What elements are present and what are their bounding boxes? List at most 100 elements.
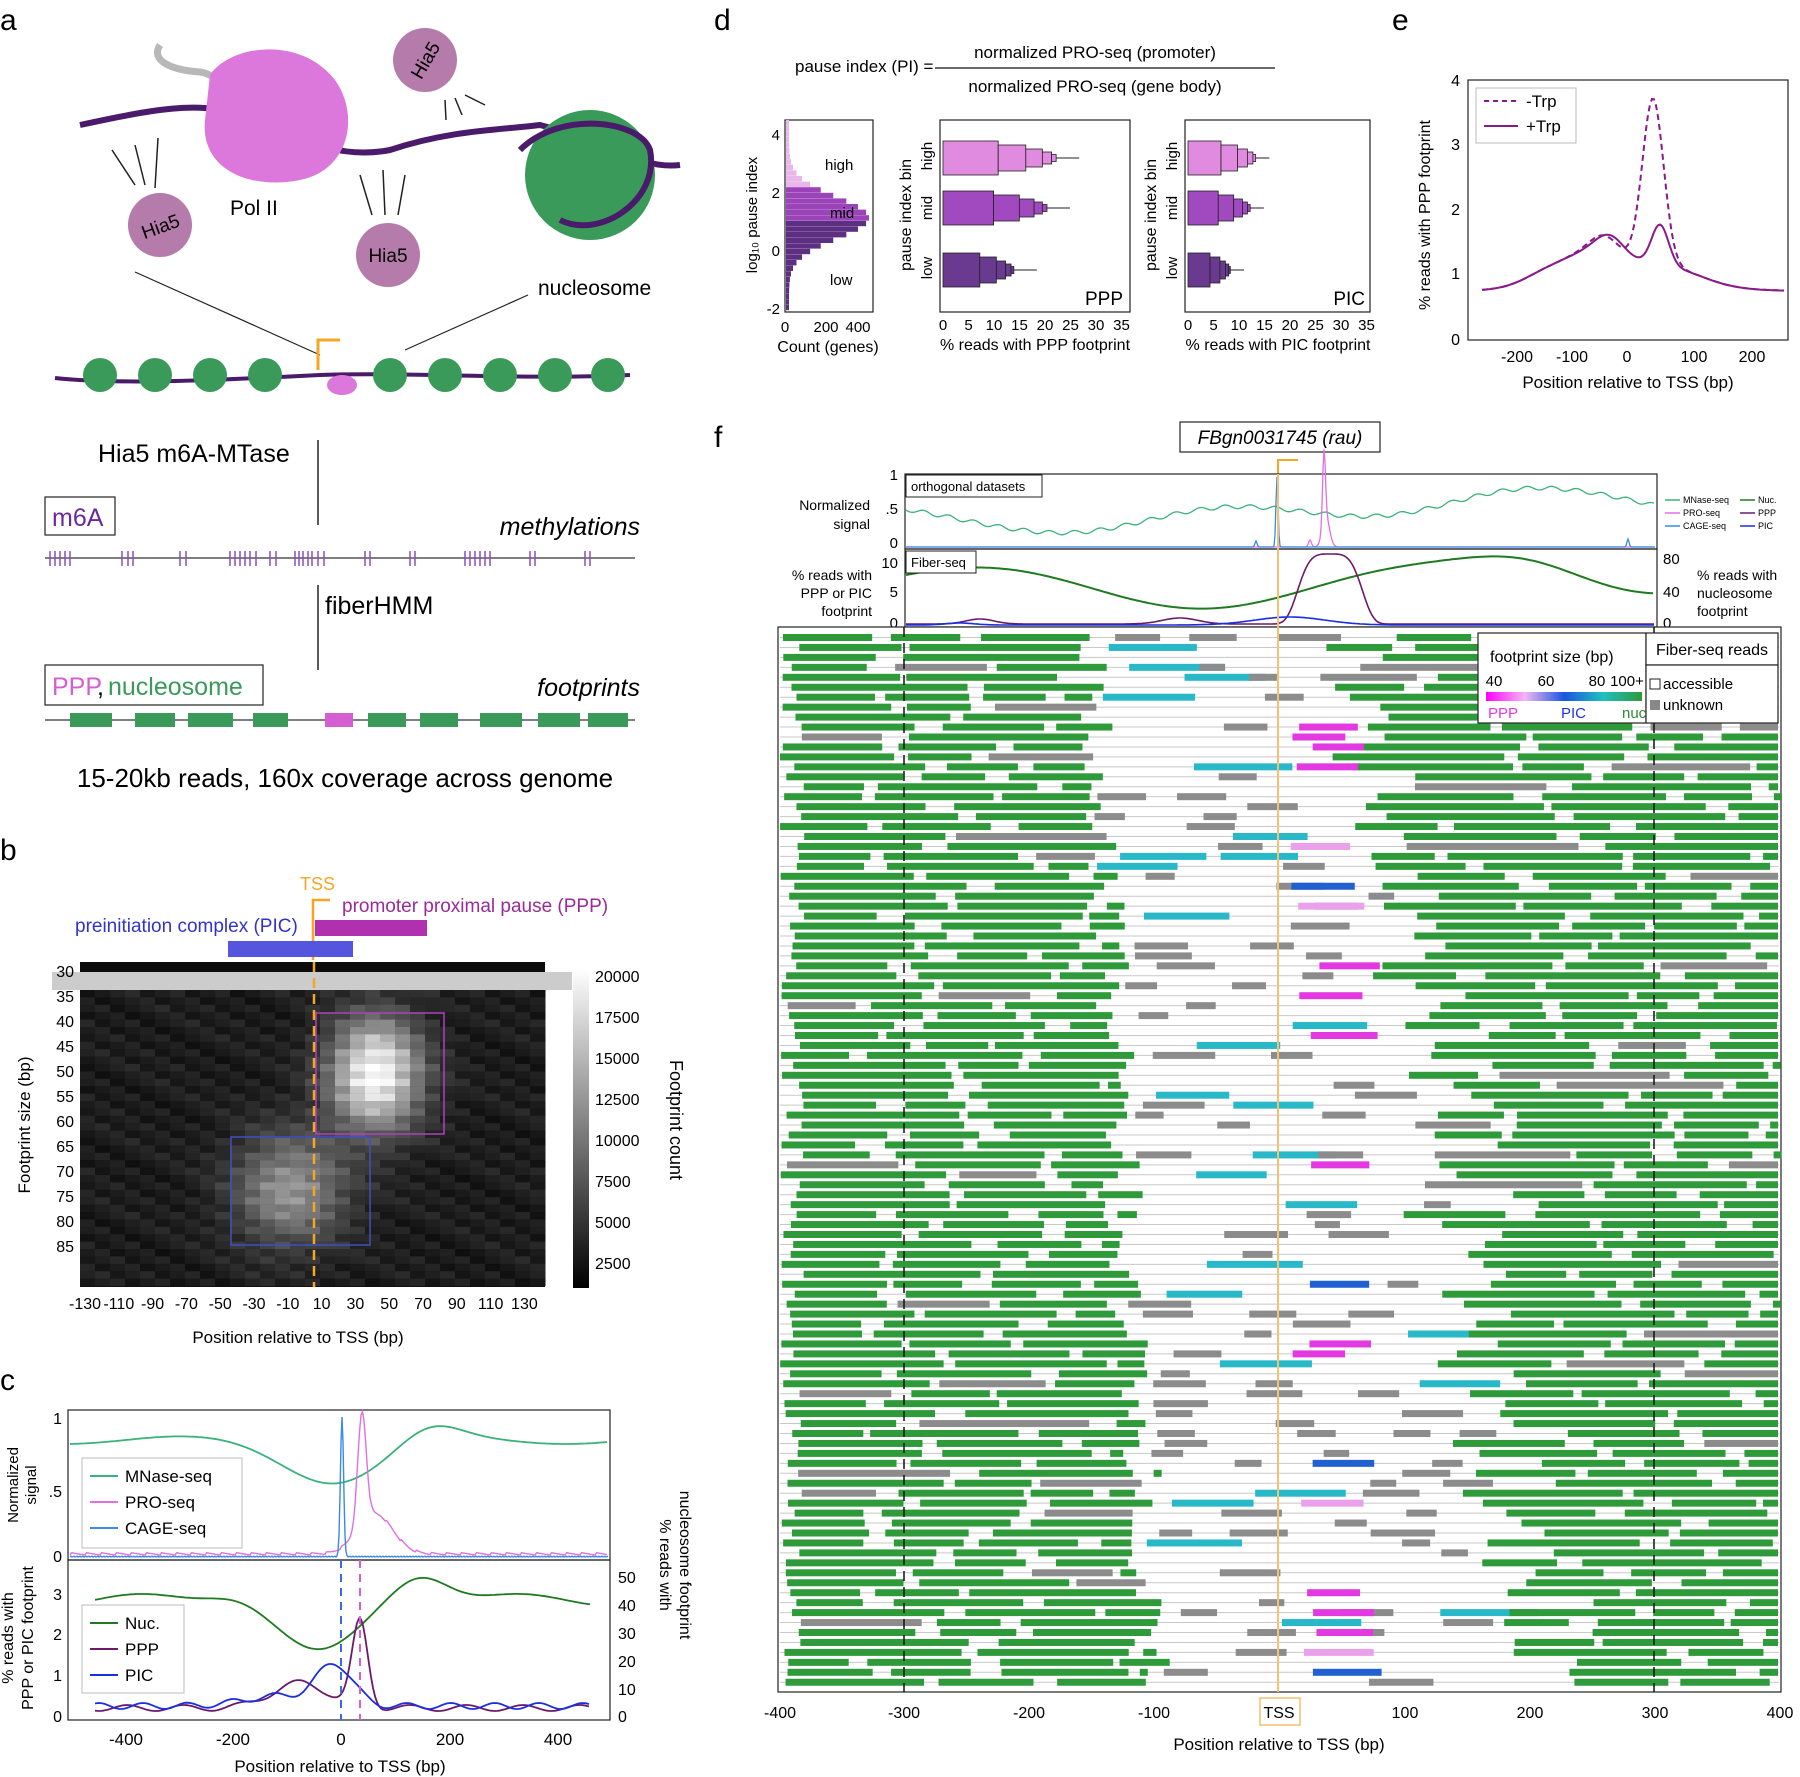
nucleosome-footprint <box>1063 1111 1128 1119</box>
unknown-block <box>1135 952 1192 960</box>
nucleosome-footprint <box>1752 1221 1778 1229</box>
heatmap-cell <box>185 1278 201 1287</box>
heatmap-cell <box>245 1078 261 1087</box>
nucleosome-footprint <box>921 773 986 781</box>
ppp-boxen-axes <box>939 119 1131 313</box>
nucleosome-footprint <box>1025 1260 1110 1268</box>
nucleosome-footprint <box>1768 783 1778 791</box>
svg-text:30: 30 <box>618 1626 636 1643</box>
nucleosome-footprint <box>1384 733 1527 741</box>
nucleosome-footprint <box>994 1041 1119 1049</box>
b-x-tick: 90 <box>448 1296 466 1313</box>
step-hia5: Hia5 m6A-MTase <box>98 440 290 468</box>
nucleosome-footprint <box>801 1121 965 1129</box>
nucleosome-footprint <box>1468 1250 1612 1258</box>
nucleosome-label: nucleosome <box>538 277 651 300</box>
heatmap-cell <box>305 1049 321 1057</box>
heatmap-cell <box>140 1249 156 1257</box>
heatmap-cell <box>185 1212 201 1220</box>
heatmap-cell <box>335 1034 351 1042</box>
histogram-bar <box>786 304 790 311</box>
nucleosome-footprint <box>1633 1022 1777 1030</box>
heatmap-cell <box>320 1138 336 1146</box>
nucleosome-footprint <box>786 1300 887 1308</box>
nucleosome-footprint <box>939 1380 1046 1388</box>
nucleosome-like-block <box>1408 1330 1483 1338</box>
nucleosome-footprint <box>1513 1370 1661 1378</box>
chromatin-fiber <box>54 372 631 384</box>
nucleosome-footprint <box>794 1290 878 1298</box>
heatmap-cell <box>425 1004 441 1013</box>
heatmap-cell <box>530 1064 546 1072</box>
heatmap-cell <box>170 1093 186 1102</box>
f-xlabel: Position relative to TSS (bp) <box>1173 1735 1384 1754</box>
heatmap-cell <box>110 1204 126 1213</box>
histogram-bar <box>786 220 867 227</box>
heatmap-cell <box>95 1152 111 1161</box>
nucleosome-footprint <box>1772 1061 1781 1069</box>
nucleosome-footprint <box>1593 1599 1727 1607</box>
nucleosome-footprint <box>1005 1002 1097 1010</box>
heatmap-cell <box>320 997 336 1005</box>
heatmap-cell <box>320 1101 336 1109</box>
nucleosome-footprint <box>1040 1479 1142 1487</box>
heatmap-cell <box>350 1012 366 1020</box>
heatmap-cell <box>245 1027 261 1035</box>
heatmap-cell <box>125 1241 141 1250</box>
nucleosome-footprint <box>801 1489 876 1497</box>
nucleosome-footprint <box>881 1509 1020 1517</box>
nucleosome-footprint <box>1660 962 1768 970</box>
heatmap-cell <box>515 1249 531 1257</box>
nucleosome-footprint <box>1120 1569 1137 1577</box>
nucleosome-footprint <box>1487 1539 1640 1547</box>
heatmap-cell <box>410 1219 426 1227</box>
nucleosome-footprint <box>1002 1330 1127 1338</box>
heatmap-cell <box>230 1071 246 1079</box>
nucleosome-footprint <box>1509 1609 1636 1617</box>
b-x-tick: -90 <box>141 1296 164 1313</box>
heatmap-cell <box>530 1108 546 1116</box>
heatmap-cell <box>440 997 456 1005</box>
nucleosome-footprint <box>1690 872 1778 880</box>
ppp-legend: PPP <box>52 673 102 701</box>
heatmap-cell <box>395 990 411 998</box>
heatmap-cell <box>125 1152 141 1161</box>
nucleosome-footprint <box>794 882 967 890</box>
heatmap-cell <box>275 997 291 1005</box>
heatmap-cell <box>395 1212 411 1220</box>
nucleosome-footprint <box>780 753 895 761</box>
nucleosome-footprint <box>1704 1360 1778 1368</box>
heatmap-cell <box>500 1108 516 1116</box>
heatmap-cell <box>125 1256 141 1264</box>
nucleosome-footprint <box>1008 773 1103 781</box>
histogram-bar <box>786 176 803 182</box>
heatmap-cell <box>155 1160 171 1168</box>
heatmap-cell <box>365 1064 381 1072</box>
nucleosome-like-block <box>1440 1609 1538 1617</box>
heatmap-cell <box>470 1130 486 1139</box>
nucleosome-footprint <box>992 1529 1132 1537</box>
heatmap-cell <box>215 1278 231 1287</box>
heatmap-cell <box>185 1226 201 1235</box>
unknown-block <box>1402 1539 1431 1547</box>
heatmap-cell <box>350 1101 366 1109</box>
nucleosome-like-block <box>1285 1201 1358 1209</box>
boxen-block <box>1219 260 1226 280</box>
unknown-block <box>1424 1201 1451 1209</box>
heatmap-cell <box>350 1152 366 1161</box>
unknown-block <box>1368 892 1395 900</box>
heatmap-cell <box>260 1101 276 1109</box>
heatmap-cell <box>500 1071 516 1079</box>
heatmap-cell <box>380 1271 396 1279</box>
nucleosome-footprint <box>1442 1221 1590 1229</box>
histogram-bar <box>786 148 790 154</box>
nucleosome-footprint <box>891 1519 1011 1527</box>
heatmap-cell <box>245 1197 261 1205</box>
svg-text:-200: -200 <box>1013 1705 1045 1722</box>
heatmap-cell <box>95 1175 111 1183</box>
nucleosome-footprint <box>1452 1439 1565 1447</box>
heatmap-cell <box>425 1256 441 1264</box>
heatmap-cell <box>410 1071 426 1079</box>
heatmap-cell <box>380 1086 396 1094</box>
heatmap-cell <box>485 1226 501 1235</box>
